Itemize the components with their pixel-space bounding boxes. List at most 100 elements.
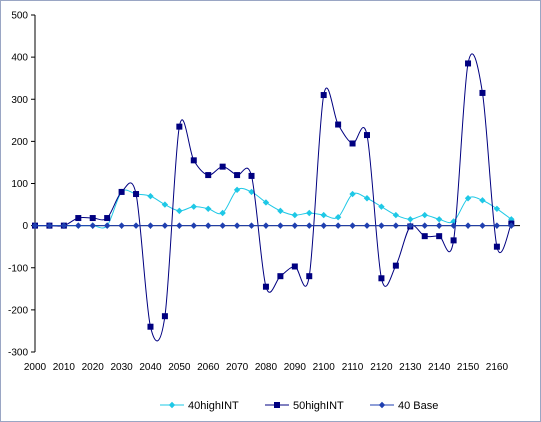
- data-point: [464, 195, 472, 202]
- data-point: [334, 214, 342, 221]
- data-point: [176, 123, 183, 130]
- data-point: [262, 199, 270, 206]
- x-tick-label: 2130: [399, 362, 422, 373]
- x-tick-label: 2000: [24, 362, 47, 373]
- legend-marker: [378, 401, 386, 409]
- data-point: [349, 222, 356, 229]
- data-point: [363, 195, 371, 202]
- data-point: [219, 209, 226, 217]
- axes: -300 -200 -100 0 100 200 300 400 500 2000 2010 2020…: [8, 11, 520, 373]
- series-40highint: [31, 186, 515, 229]
- data-point: [161, 313, 168, 320]
- data-point: [493, 205, 501, 212]
- data-point: [392, 262, 399, 269]
- legend-marker: [168, 401, 176, 409]
- data-point: [31, 222, 39, 229]
- data-point: [421, 211, 428, 219]
- data-point: [75, 222, 82, 229]
- data-point: [306, 222, 313, 229]
- legend: 40highINT 50highINT 40 Base: [160, 400, 438, 412]
- x-tick-label: 2150: [457, 362, 480, 373]
- data-point: [421, 222, 428, 229]
- data-point: [464, 222, 472, 229]
- data-point: [320, 211, 327, 219]
- data-point: [118, 222, 125, 229]
- series-40-base: [31, 222, 515, 229]
- data-point: [46, 222, 53, 229]
- data-point: [435, 216, 443, 223]
- y-tick-label: -100: [8, 263, 28, 274]
- data-point: [248, 222, 255, 229]
- data-point: [205, 222, 212, 229]
- data-point: [60, 222, 68, 229]
- data-point: [291, 222, 299, 229]
- y-tick-label: 200: [11, 137, 28, 148]
- data-point: [277, 222, 284, 229]
- y-tick-label: -300: [8, 348, 28, 359]
- data-point: [435, 222, 443, 229]
- x-tick-label: 2120: [370, 362, 393, 373]
- data-point: [479, 89, 486, 96]
- data-point: [133, 191, 140, 198]
- legend-label: 40highINT: [188, 400, 239, 412]
- data-point: [306, 273, 313, 280]
- data-point: [176, 222, 183, 229]
- data-point: [219, 222, 226, 229]
- data-point: [306, 209, 313, 217]
- data-point: [104, 215, 111, 222]
- x-tick-label: 2160: [486, 362, 509, 373]
- y-tick-label: 0: [22, 221, 28, 232]
- x-tick-label: 2060: [197, 362, 220, 373]
- series-layer: [31, 53, 515, 342]
- data-point: [349, 140, 356, 147]
- data-point: [190, 203, 197, 210]
- data-point: [190, 157, 197, 164]
- x-tick-label: 2140: [428, 362, 451, 373]
- data-point: [436, 233, 443, 240]
- data-point: [334, 222, 342, 229]
- data-point: [493, 243, 500, 250]
- legend-item: 40 Base: [370, 400, 438, 412]
- data-point: [248, 188, 255, 196]
- data-point: [465, 60, 472, 67]
- data-point: [219, 163, 226, 170]
- data-point: [407, 216, 414, 223]
- data-point: [89, 215, 96, 222]
- data-point: [147, 222, 154, 229]
- data-point: [320, 222, 327, 229]
- series-line: [34, 187, 512, 229]
- legend-label: 40 Base: [398, 400, 438, 412]
- data-point: [349, 190, 356, 198]
- data-point: [392, 222, 400, 229]
- x-tick-label: 2020: [82, 362, 105, 373]
- data-point: [392, 211, 400, 219]
- data-point: [248, 172, 255, 179]
- data-point: [262, 283, 269, 290]
- data-point: [450, 222, 457, 229]
- data-point: [262, 222, 270, 229]
- data-point: [147, 192, 154, 200]
- data-point: [450, 237, 457, 244]
- data-point: [89, 222, 96, 229]
- data-point: [103, 222, 111, 229]
- data-point: [378, 275, 385, 282]
- x-tick-label: 2010: [53, 362, 76, 373]
- data-point: [291, 263, 298, 270]
- data-point: [479, 222, 486, 229]
- data-point: [291, 211, 299, 219]
- data-point: [161, 201, 169, 208]
- x-tick-label: 2090: [284, 362, 307, 373]
- y-tick-label: -200: [8, 305, 28, 316]
- data-point: [233, 186, 241, 194]
- x-tick-label: 2030: [110, 362, 133, 373]
- data-point: [493, 222, 501, 229]
- x-tick-label: 2100: [313, 362, 336, 373]
- data-point: [378, 203, 385, 210]
- legend-label: 50highINT: [293, 400, 344, 412]
- legend-item: 50highINT: [265, 400, 344, 412]
- data-point: [234, 172, 241, 179]
- data-point: [277, 207, 284, 215]
- x-tick-label: 2070: [226, 362, 249, 373]
- legend-item: 40highINT: [160, 400, 239, 412]
